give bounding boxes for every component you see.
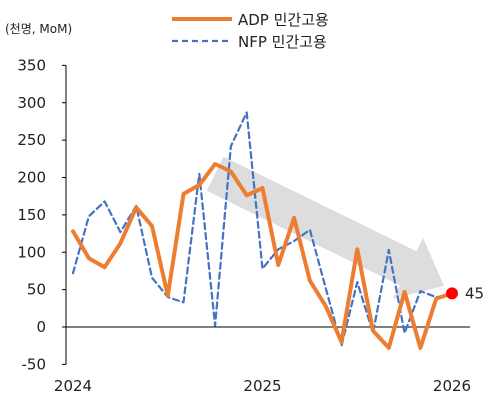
y-tick-label: 50 [27,281,46,299]
legend-adp-label: ADP 민간고용 [238,11,329,29]
y-tick-label: 350 [17,56,46,74]
unit-label: (천명, MoM) [5,21,72,36]
y-tick-label: -50 [22,355,47,373]
end-point-label: 45 [465,284,484,302]
end-point-marker [446,287,458,300]
x-tick-label: 2025 [243,377,281,395]
y-tick-label: 150 [17,206,46,224]
nfp-series-line [71,111,454,347]
legend-nfp-label: NFP 민간고용 [238,33,327,51]
adp-series-line [71,162,454,350]
y-tick-label: 250 [17,131,46,149]
y-tick-label: 100 [17,243,46,261]
x-tick-label: 2024 [54,377,92,395]
y-tick-label: 200 [17,169,46,187]
trend-arrow [206,156,444,299]
y-tick-label: 0 [36,318,46,336]
y-tick-label: 300 [17,94,46,112]
x-tick-label: 2026 [433,377,471,395]
